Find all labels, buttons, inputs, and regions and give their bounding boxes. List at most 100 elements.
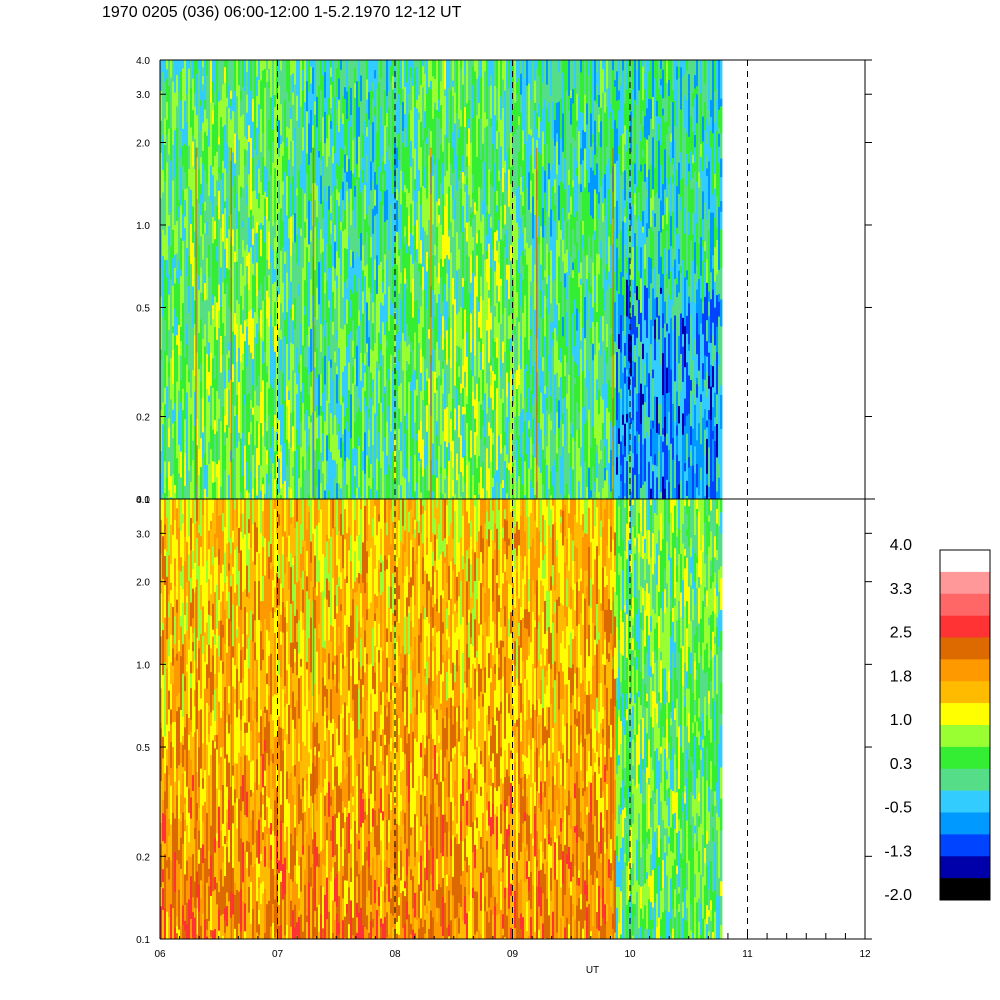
spectrogram-cell (194, 92, 197, 108)
spectrogram-cell (342, 434, 345, 443)
spectrogram-cell (278, 458, 281, 479)
spectrogram-cell (350, 300, 353, 307)
spectrogram-cell (566, 124, 569, 155)
spectrogram-cell (298, 345, 301, 364)
spectrogram-cell (162, 349, 165, 383)
spectrogram-cell (668, 294, 671, 334)
spectrogram-cell (664, 463, 667, 490)
spectrogram-cell (704, 159, 707, 203)
spectrogram-cell (162, 446, 165, 463)
spectrogram-cell (552, 426, 555, 467)
spectrogram-cell (286, 439, 289, 466)
spectrogram-cell (666, 121, 669, 136)
spectrogram-cell (420, 263, 423, 288)
spectrogram-cell (644, 268, 647, 286)
spectrogram-cell (200, 267, 203, 294)
spectrogram-cell (242, 333, 245, 355)
spectrogram-cell (534, 102, 537, 112)
spectrogram-cell (688, 422, 691, 458)
spectrogram-cell (580, 315, 583, 341)
spectrogram-cell (512, 135, 515, 160)
spectrogram-cell (544, 270, 547, 278)
spectrogram-cell (234, 405, 237, 417)
spectrogram-cell (390, 238, 393, 273)
spectrogram-cell (318, 60, 321, 74)
spectrogram-cell (386, 455, 389, 465)
spectrogram-cell (384, 254, 387, 283)
spectrogram-cell (700, 178, 703, 219)
spectrogram-cell (382, 355, 385, 398)
spectrogram-cell (368, 266, 371, 289)
spectrogram-cell (522, 408, 525, 433)
spectrogram-cell (362, 245, 365, 260)
spectrogram-cell (362, 133, 365, 159)
spectrogram-cell (498, 262, 501, 302)
spectrogram-cell (420, 458, 423, 468)
spectrogram-cell (520, 336, 523, 359)
spectrogram-cell (502, 448, 505, 481)
spectrogram-cell (472, 475, 475, 499)
spectrogram-cell (552, 321, 555, 333)
spectrogram-cell (396, 264, 399, 310)
spectrogram-cell (252, 274, 255, 309)
spectrogram-cell (446, 364, 449, 379)
spectrogram-cell (182, 302, 185, 324)
spectrogram-cell (554, 460, 557, 499)
spectrogram-cell (416, 126, 419, 162)
spectrogram-cell (204, 282, 207, 301)
spectrogram-cell (680, 60, 683, 68)
spectrogram-cell (344, 381, 347, 418)
spectrogram-cell (362, 169, 365, 184)
spectrogram-cell (510, 351, 513, 362)
spectrogram-cell (354, 259, 357, 276)
spectrogram-cell (166, 162, 169, 196)
spectrogram-cell (222, 148, 225, 162)
spectrogram-cell (562, 413, 565, 425)
spectrogram-cell (244, 250, 247, 272)
spectrogram-cell (304, 291, 307, 307)
spectrogram-cell (644, 363, 647, 386)
spectrogram-cell (632, 117, 635, 162)
spectrogram-cell (676, 66, 679, 81)
spectrogram-cell (562, 72, 565, 114)
spectrogram-cell (590, 190, 593, 216)
spectrogram-cell (488, 391, 491, 398)
spectrogram-cell (408, 215, 411, 247)
spectrogram-cell (688, 286, 691, 297)
spectrogram-cell (622, 276, 625, 296)
spectrogram-cell (638, 448, 641, 475)
spectrogram-cell (584, 240, 587, 257)
spectrogram-cell (702, 261, 705, 303)
spectrogram-cell (292, 475, 295, 499)
spectrogram-cell (562, 446, 565, 471)
spectrogram-cell (638, 324, 641, 357)
spectrogram-cell (614, 231, 617, 273)
spectrogram-cell (334, 415, 337, 429)
spectrogram-cell (264, 242, 267, 277)
spectrogram-cell (442, 349, 445, 362)
spectrogram-cell (434, 265, 437, 295)
spectrogram-cell (162, 462, 165, 494)
spectrogram-cell (582, 220, 585, 236)
spectrogram-cell (280, 70, 283, 105)
spectrogram-cell (548, 216, 551, 253)
spectrogram-cell (446, 170, 449, 195)
spectrogram-cell (558, 164, 561, 186)
spectrogram-cell (302, 209, 305, 253)
spectrogram-cell (202, 227, 205, 235)
spectrogram-cell (174, 485, 177, 494)
spectrogram-cell (490, 428, 493, 463)
spectrogram-cell (164, 174, 167, 182)
spectrogram-cell (394, 177, 397, 200)
spectrogram-cell (370, 292, 373, 315)
spectrogram-cell (298, 444, 301, 479)
spectrogram-cell (596, 379, 599, 401)
spectrogram-cell (416, 340, 419, 380)
spectrogram-cell (380, 142, 383, 173)
spectrogram-cell (702, 417, 705, 434)
spectrogram-cell (364, 365, 367, 374)
spectrogram-cell (366, 343, 369, 353)
spectrogram-cell (466, 143, 469, 158)
spectrogram-cell (336, 251, 339, 276)
spectrogram-cell (222, 364, 225, 408)
